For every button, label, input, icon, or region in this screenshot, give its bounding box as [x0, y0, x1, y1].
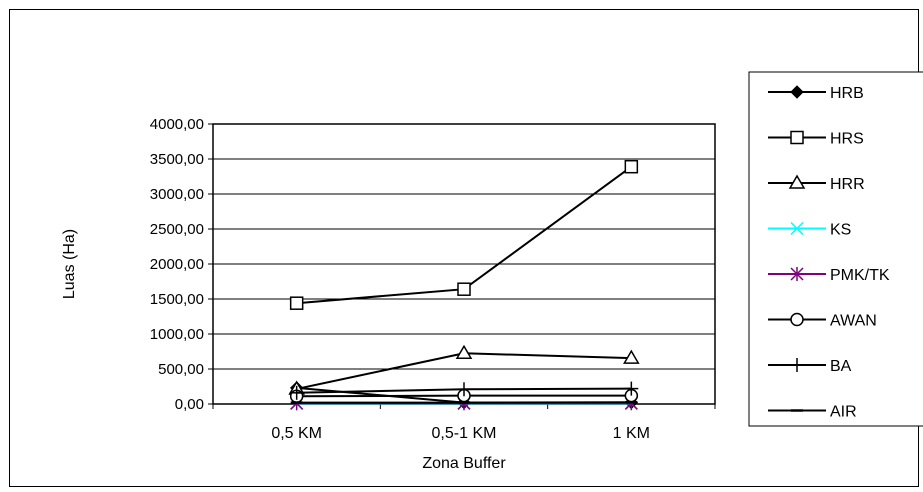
- legend-label: HRB: [830, 85, 864, 102]
- y-tick-label: 500,00: [158, 361, 204, 378]
- legend-marker: [788, 174, 806, 189]
- legend-item-hrr: HRR: [768, 174, 865, 193]
- x-axis-label: Zona Buffer: [422, 455, 506, 472]
- y-tick-label: 3000,00: [150, 186, 204, 203]
- legend: HRB HRS HRR KS PMK/TK AWAN BA AIR: [748, 71, 923, 427]
- legend-marker: [790, 221, 804, 236]
- y-tick-label: 1000,00: [150, 326, 204, 343]
- legend-item-awan: AWAN: [768, 313, 877, 330]
- legend-label: PMK/TK: [830, 267, 890, 284]
- legend-marker: [790, 267, 804, 281]
- x-tick-label: 0,5 KM: [271, 425, 322, 442]
- data-point-hrr: [623, 349, 640, 364]
- legend-item-ba: BA: [768, 358, 852, 375]
- legend-label: AIR: [830, 404, 857, 421]
- gridlines: [213, 158, 715, 370]
- legend-label: AWAN: [830, 313, 877, 330]
- legend-marker: [790, 312, 804, 327]
- data-point-hrr: [455, 344, 473, 359]
- series-ba: [289, 381, 639, 400]
- x-axis-ticks: 0,5 KM 0,5-1 KM 1 KM: [212, 404, 716, 442]
- legend-box: [748, 71, 923, 427]
- y-tick-label: 0,00: [175, 396, 204, 413]
- legend-item-air: AIR: [768, 404, 857, 421]
- y-tick-label: 1500,00: [150, 291, 204, 308]
- legend-marker: [790, 130, 804, 145]
- legend-marker: [790, 85, 804, 99]
- legend-label: KS: [830, 222, 851, 239]
- legend-item-hrb: HRB: [768, 85, 864, 102]
- x-tick-label: 1 KM: [613, 425, 650, 442]
- data-point-ba: [624, 381, 639, 396]
- legend-label: HRS: [830, 131, 864, 148]
- data-point-ba: [289, 385, 304, 400]
- data-point-hrs: [457, 282, 471, 296]
- x-tick-label: 0,5-1 KM: [432, 425, 497, 442]
- data-point-hrs: [624, 159, 639, 174]
- series-group: [288, 159, 640, 411]
- legend-item-pmk-tk: PMK/TK: [768, 267, 890, 284]
- data-point-hrs: [289, 296, 304, 310]
- data-point-ba: [457, 382, 471, 397]
- y-tick-label: 2000,00: [150, 256, 204, 273]
- legend-label: BA: [830, 358, 852, 375]
- y-tick-label: 2500,00: [150, 221, 204, 238]
- y-tick-label: 3500,00: [150, 151, 204, 168]
- series-hrs: [289, 159, 639, 310]
- legend-label: HRR: [830, 176, 865, 193]
- y-tick-label: 4000,00: [150, 116, 204, 133]
- legend-item-ks: KS: [768, 222, 851, 239]
- y-axis-ticks: 0,00 500,00 1000,00 1500,00 2000,00 2500,00 30…: [150, 116, 213, 413]
- legend-marker: [790, 358, 804, 372]
- y-axis-label: Luas (Ha): [61, 229, 78, 299]
- legend-item-hrs: HRS: [768, 131, 864, 148]
- legend-items: HRB HRS HRR KS PMK/TK AWAN BA AIR: [768, 85, 890, 421]
